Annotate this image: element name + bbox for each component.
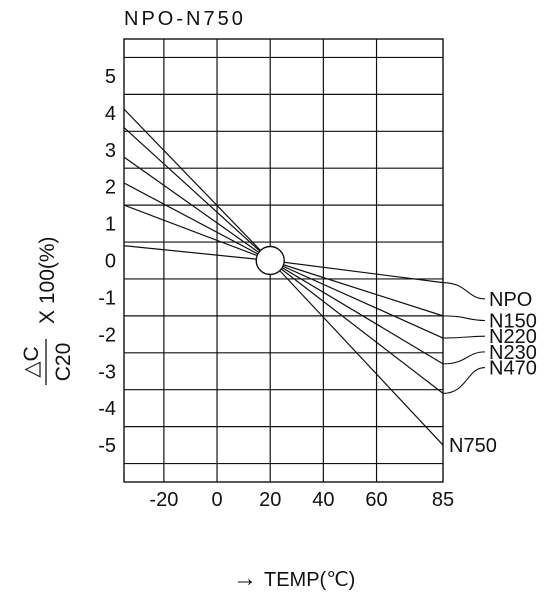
y-tick-label: 2 <box>105 177 116 199</box>
y-tick-label: 3 <box>105 140 116 162</box>
y-label-denominator: C20 <box>52 343 75 382</box>
series-leader-line <box>442 315 486 322</box>
y-tick-label: -3 <box>98 361 116 383</box>
y-tick-label: 1 <box>105 214 116 236</box>
series-leader-line <box>442 367 486 394</box>
y-label-numerator: △C <box>20 346 43 377</box>
x-tick-label: -20 <box>149 489 178 511</box>
reference-point-marker <box>255 245 285 276</box>
y-tick-label: -2 <box>98 324 116 346</box>
series-label-n150: N150 <box>489 310 537 332</box>
y-axis-label: △C C20 X 100(%) <box>20 236 75 385</box>
chart-title: NPO-N750 <box>124 8 246 30</box>
x-tick-label: 40 <box>312 489 334 511</box>
x-axis-ticks: -20 0 20 40 60 85 <box>149 489 454 511</box>
series-label-n470: N470 <box>489 358 537 380</box>
y-tick-label: -4 <box>98 398 116 420</box>
y-tick-label: 5 <box>105 66 116 88</box>
y-tick-label: 0 <box>105 251 116 273</box>
x-tick-label: 20 <box>259 489 281 511</box>
y-tick-label: -1 <box>98 287 116 309</box>
x-label-arrow: → <box>233 565 257 592</box>
y-tick-label: 4 <box>105 103 116 125</box>
y-label-suffix: X 100(%) <box>36 236 59 324</box>
x-tick-label: 0 <box>211 489 222 511</box>
x-axis-label: TEMP(℃) <box>264 569 355 591</box>
series-leader-line <box>442 282 486 300</box>
plot-frame <box>123 38 444 483</box>
x-tick-label: 85 <box>432 489 454 511</box>
y-tick-label: -5 <box>98 435 116 457</box>
y-axis-ticks: 5 4 3 2 1 0 -1 -2 -3 -4 -5 <box>98 66 116 457</box>
series-label-n230: N230 <box>489 342 537 364</box>
x-tick-label: 60 <box>365 489 387 511</box>
series-label-n750: N750 <box>449 435 497 457</box>
series-label-n220: N220 <box>489 326 537 348</box>
series-leader-line <box>442 335 486 339</box>
series-label-npo: NPO <box>489 289 532 311</box>
series-lines <box>123 108 444 446</box>
series-leader-line <box>442 351 486 365</box>
